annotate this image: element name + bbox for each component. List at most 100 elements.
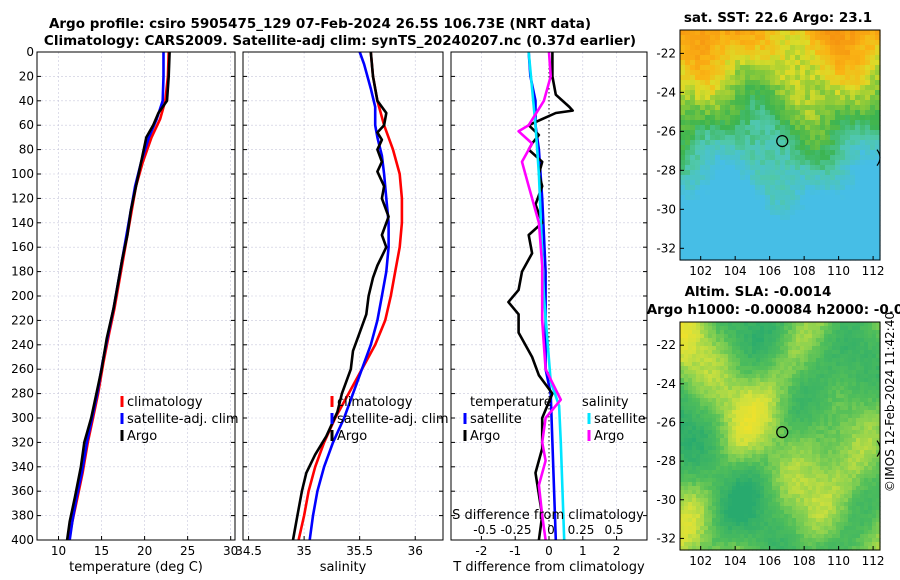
- map-cell: [816, 478, 821, 483]
- map-cell: [728, 442, 733, 447]
- map-cell: [876, 510, 881, 515]
- map-cell: [840, 110, 846, 116]
- map-cell: [724, 386, 729, 391]
- map-cell: [716, 498, 721, 503]
- series-line-climatology: [297, 51, 404, 541]
- map-cell: [725, 40, 731, 46]
- map-cell: [820, 486, 825, 491]
- map-cell: [764, 414, 769, 419]
- map-cell: [772, 334, 777, 339]
- map-cell: [832, 534, 837, 539]
- map-cell: [745, 240, 751, 246]
- map-cell: [700, 462, 705, 467]
- map-cell: [788, 490, 793, 495]
- map-cell: [868, 530, 873, 535]
- map-cell: [810, 145, 816, 151]
- map-cell: [860, 230, 866, 236]
- map-cell: [840, 410, 845, 415]
- map-cell: [804, 382, 809, 387]
- map-cell: [776, 466, 781, 471]
- map-cell: [744, 478, 749, 483]
- map-cell: [805, 105, 811, 111]
- map-cell: [756, 370, 761, 375]
- map-cell: [808, 410, 813, 415]
- map-cell: [725, 180, 731, 186]
- map-cell: [810, 160, 816, 166]
- map-cell: [760, 542, 765, 547]
- map-cell: [845, 130, 851, 136]
- map-cell: [848, 534, 853, 539]
- map-cell: [732, 522, 737, 527]
- map-cell: [728, 330, 733, 335]
- map-cell: [688, 362, 693, 367]
- map-cell: [852, 506, 857, 511]
- map-cell: [768, 386, 773, 391]
- map-cell: [848, 334, 853, 339]
- map-cell: [704, 322, 709, 327]
- map-cell: [696, 342, 701, 347]
- map-cell: [800, 85, 806, 91]
- map-cell: [788, 446, 793, 451]
- map-cell: [756, 342, 761, 347]
- map-cell: [730, 160, 736, 166]
- map-cell: [824, 414, 829, 419]
- map-cell: [685, 245, 691, 251]
- map-cell: [690, 75, 696, 81]
- legend-label: Argo: [127, 429, 157, 444]
- map-cell: [824, 354, 829, 359]
- map-cell: [795, 215, 801, 221]
- map-cell: [870, 195, 876, 201]
- map-cell: [795, 225, 801, 231]
- map-cell: [860, 398, 865, 403]
- map-cell: [792, 374, 797, 379]
- map-cell: [736, 494, 741, 499]
- map-cell: [808, 474, 813, 479]
- map-cell: [705, 65, 711, 71]
- map-cell: [735, 165, 741, 171]
- map-cell: [768, 326, 773, 331]
- map-cell: [712, 410, 717, 415]
- map-cell: [852, 374, 857, 379]
- map-cell: [744, 454, 749, 459]
- map-cell: [865, 175, 871, 181]
- map-cell: [724, 394, 729, 399]
- map-cell: [832, 422, 837, 427]
- map-cell: [855, 95, 861, 101]
- map-cell: [824, 522, 829, 527]
- map-cell: [864, 398, 869, 403]
- map-cell: [840, 366, 845, 371]
- map-cell: [780, 490, 785, 495]
- map-cell: [740, 185, 746, 191]
- map-cell: [780, 165, 786, 171]
- map-cell: [828, 418, 833, 423]
- map-cell: [800, 230, 806, 236]
- map-cell: [808, 510, 813, 515]
- map-cell: [852, 422, 857, 427]
- map-cell: [725, 115, 731, 121]
- map-cell: [740, 386, 745, 391]
- map-cell: [692, 390, 697, 395]
- map-cell: [772, 382, 777, 387]
- map-cell: [704, 462, 709, 467]
- map-cell: [744, 330, 749, 335]
- map-cell: [808, 382, 813, 387]
- map-cell: [875, 95, 881, 101]
- map-cell: [695, 40, 701, 46]
- map-cell: [770, 150, 776, 156]
- map-cell: [796, 406, 801, 411]
- map-cell: [690, 85, 696, 91]
- map-cell: [855, 215, 861, 221]
- map-cell: [784, 430, 789, 435]
- map-cell: [848, 470, 853, 475]
- map-cell: [835, 110, 841, 116]
- map-cell: [704, 430, 709, 435]
- map-cell: [764, 338, 769, 343]
- map-cell: [695, 75, 701, 81]
- map-cell: [790, 170, 796, 176]
- map-cell: [765, 135, 771, 141]
- map-cell: [772, 406, 777, 411]
- map-cell: [876, 402, 881, 407]
- map-cell: [716, 502, 721, 507]
- map-cell: [804, 326, 809, 331]
- map-cell: [820, 220, 826, 226]
